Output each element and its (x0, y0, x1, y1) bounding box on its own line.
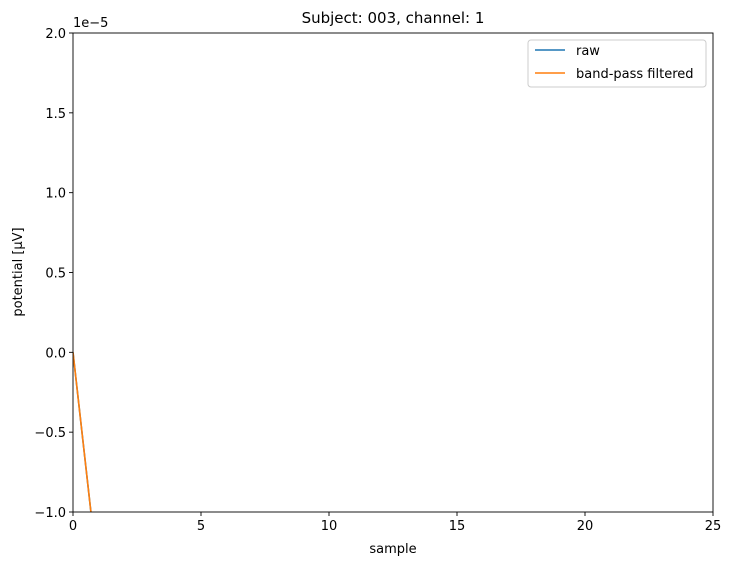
y-tick-label: 2.0 (45, 27, 66, 42)
y-tick-label: 1.0 (45, 187, 66, 202)
y-tick-label: −0.5 (34, 426, 66, 441)
y-tick-label: 0.0 (45, 346, 66, 361)
x-tick-label: 20 (577, 519, 594, 534)
y-tick-label: 1.5 (45, 107, 66, 122)
x-tick-label: 0 (69, 519, 77, 534)
legend: raw band-pass filtered (527, 39, 707, 88)
x-tick-label: 5 (197, 519, 205, 534)
chart-title: Subject: 003, channel: 1 (302, 9, 485, 27)
x-tick-label: 15 (449, 519, 466, 534)
legend-label-band-pass-filtered: band-pass filtered (576, 67, 694, 82)
plot-area (73, 33, 713, 512)
legend-box (527, 39, 707, 88)
x-axis-label: sample (369, 542, 416, 557)
legend-label-raw: raw (576, 44, 600, 59)
y-offset-label: 1e−5 (73, 16, 108, 31)
x-tick-label: 10 (321, 519, 338, 534)
y-tick-label: −1.0 (34, 506, 66, 521)
y-axis-label: potential [µV] (11, 227, 26, 316)
y-tick-label: 0.5 (45, 267, 66, 282)
x-tick-label: 25 (705, 519, 722, 534)
series-line-band-pass-filtered (73, 352, 92, 512)
